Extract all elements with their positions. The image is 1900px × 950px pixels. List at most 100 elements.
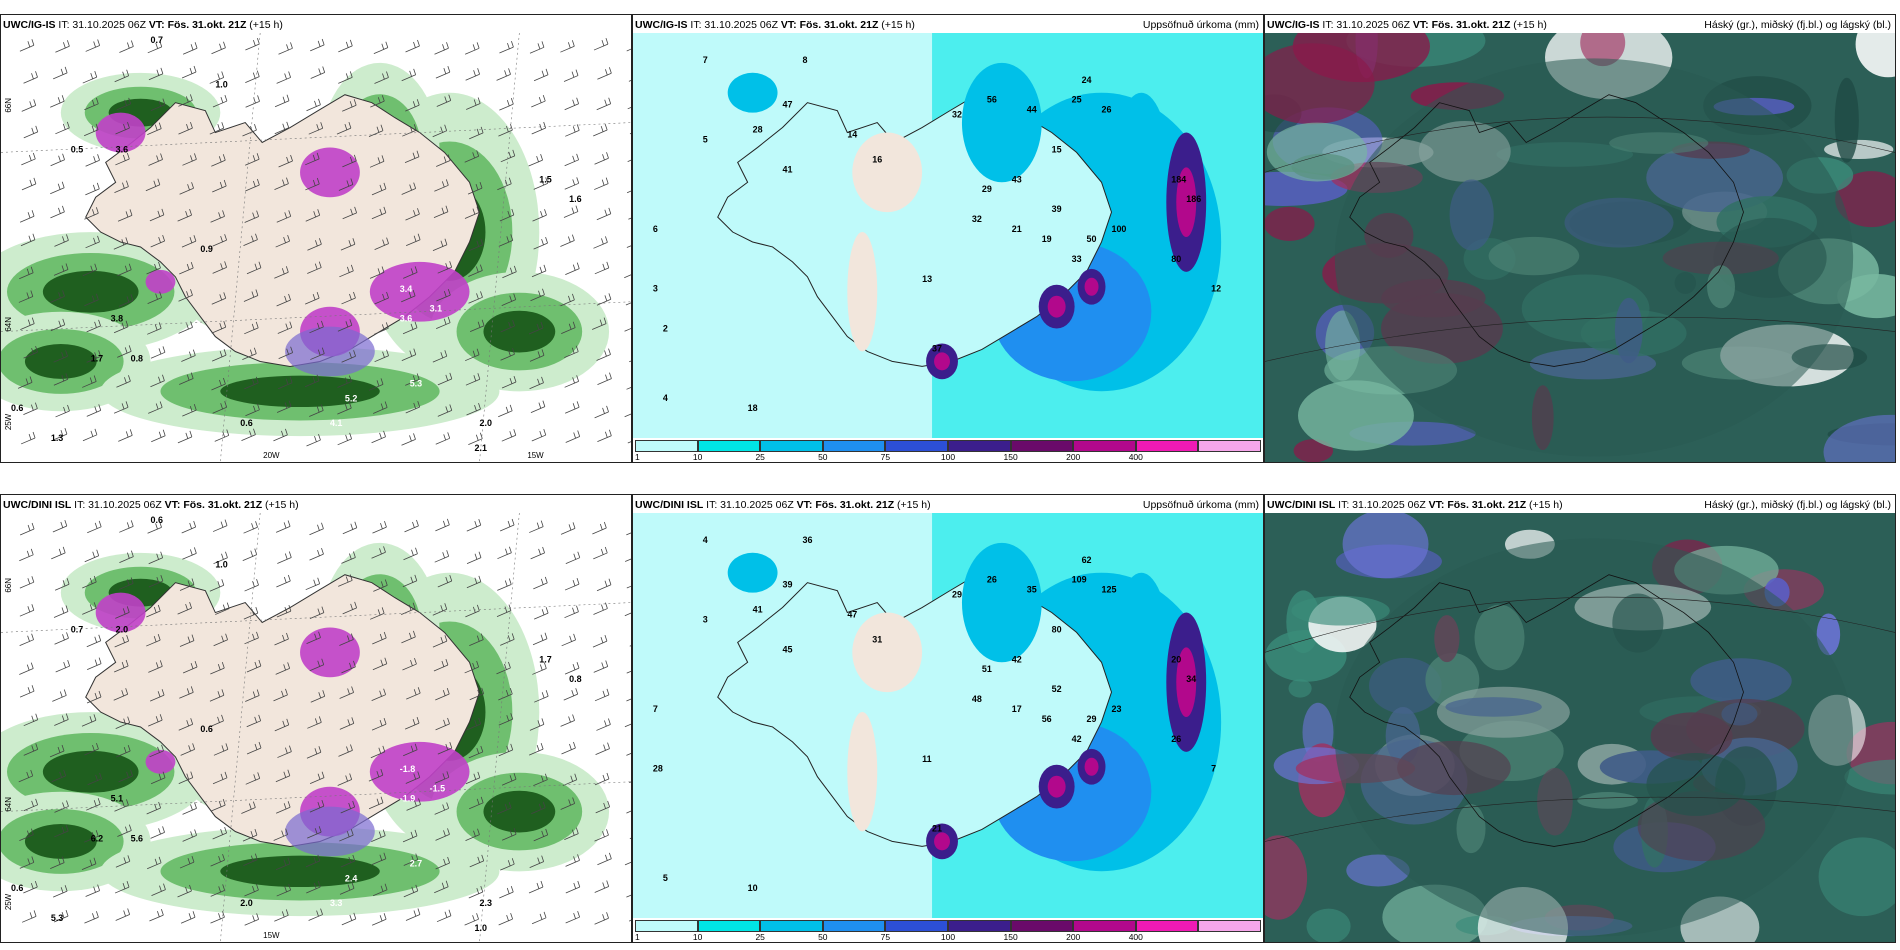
value-label: 1.0	[474, 923, 486, 933]
init-time: IT: 31.10.2025 06Z	[1322, 19, 1410, 31]
wind-barb	[372, 631, 387, 645]
wind-barb	[150, 771, 166, 785]
wind-barb	[209, 122, 225, 135]
wind-barb	[597, 852, 612, 866]
value-label: 11	[922, 754, 931, 764]
wind-barb	[115, 121, 130, 135]
value-label: 23	[1111, 704, 1121, 714]
cloud-area	[1818, 837, 1895, 917]
wind-barb	[498, 713, 514, 726]
wind-barb	[273, 428, 288, 442]
wind-barb	[341, 660, 356, 674]
wind-barb	[308, 122, 324, 135]
value-label: 1.6	[569, 194, 581, 204]
wind-barb	[373, 401, 388, 414]
wind-barb	[339, 264, 354, 278]
wind-barb	[212, 771, 228, 785]
wind-barb	[275, 662, 291, 675]
wind-barb	[178, 771, 194, 784]
wind-barb	[177, 884, 192, 898]
value-label: 5.3	[51, 913, 63, 923]
precip-colorbar: 1 10 25 50 75 100 150 200 400	[635, 920, 1261, 942]
wind-barb	[624, 861, 631, 866]
wind-barb	[401, 68, 417, 82]
wind-barb	[83, 123, 99, 137]
wind-barb	[150, 234, 166, 248]
wind-barb	[405, 99, 420, 112]
wind-barb	[433, 205, 449, 219]
wind-barb	[433, 658, 449, 672]
wind-barb	[498, 404, 513, 418]
wind-barb	[533, 177, 549, 190]
wind-barb	[338, 744, 353, 757]
wind-barb	[276, 574, 291, 588]
colorbar-tick-label: 400	[1128, 452, 1143, 462]
wind-barb	[147, 521, 162, 534]
value-label: 14	[847, 129, 857, 139]
value-label: 32	[972, 214, 982, 224]
colorbar-swatch	[948, 920, 1011, 932]
value-label: 3.3	[330, 898, 342, 908]
wind-barb	[84, 742, 99, 756]
wind-barb	[50, 290, 65, 303]
value-label: 19	[1042, 234, 1052, 244]
wind-barb	[86, 350, 101, 363]
panel-header: UWC/DINI ISL IT: 31.10.2025 06Z VT: Fös.…	[3, 497, 627, 513]
wind-barb	[274, 909, 289, 922]
wind-barb	[531, 801, 546, 815]
wind-barb	[467, 182, 483, 195]
wind-barb	[209, 579, 225, 592]
wind-barb	[211, 154, 226, 167]
lead-time: (+15 h)	[1529, 499, 1563, 511]
wind-barb	[594, 152, 609, 165]
wind-barb	[496, 604, 512, 617]
graticule	[1, 33, 631, 462]
wind-barb	[177, 602, 192, 615]
wind-barb	[19, 856, 35, 869]
valid-time: Fös. 31.okt. 21Z	[1447, 499, 1527, 511]
value-label: 21	[1012, 224, 1022, 234]
wind-barb	[626, 698, 631, 702]
wind-barb	[179, 261, 194, 275]
value-label: 0.6	[240, 418, 252, 428]
wind-barb	[596, 293, 612, 306]
wind-barb	[468, 745, 484, 759]
wind-barb	[405, 908, 421, 921]
wind-barb	[19, 828, 34, 841]
wind-barb	[276, 604, 292, 618]
field-title: Uppsöfnuð úrkoma (mm)	[1142, 19, 1259, 31]
wind-barb	[469, 796, 484, 810]
wind-barb	[465, 68, 480, 81]
wind-barb	[496, 661, 511, 675]
wind-barb	[310, 66, 326, 79]
value-label: 26	[1171, 734, 1181, 744]
cloud-area	[1334, 58, 1854, 457]
value-label: 16	[872, 154, 882, 164]
wind-barb	[147, 322, 162, 335]
wind-barb	[531, 911, 547, 925]
wind-barb	[371, 718, 387, 731]
heavy-precip-area	[95, 592, 146, 633]
wind-barb	[113, 401, 129, 414]
wind-barb	[278, 154, 293, 168]
wind-barb	[338, 71, 353, 84]
wind-barb	[596, 718, 611, 731]
wind-barb	[149, 689, 165, 702]
wind-barb	[341, 551, 356, 564]
wind-barb	[210, 854, 225, 867]
graticule	[1, 513, 631, 942]
wind-barb	[529, 376, 544, 390]
wind-barb	[23, 402, 38, 415]
wind-barb	[339, 828, 354, 842]
heavy-precip-area	[1176, 167, 1197, 237]
wind-barb	[21, 152, 36, 166]
value-label: 44	[1027, 105, 1037, 115]
precip-colorbar: 1 10 25 50 75 100 150 200 400	[635, 440, 1261, 462]
wind-barb	[339, 717, 355, 730]
wind-barb	[627, 159, 631, 162]
value-label: 3	[653, 284, 658, 294]
value-label: 5.2	[345, 393, 357, 403]
value-label: 26	[1102, 105, 1112, 115]
wind-barb	[465, 828, 480, 842]
wind-barb	[564, 97, 580, 111]
